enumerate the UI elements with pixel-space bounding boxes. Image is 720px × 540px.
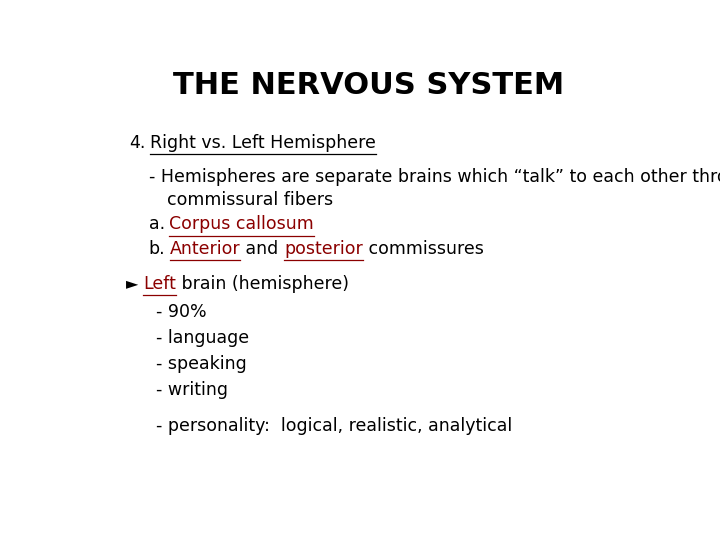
- Text: 4.: 4.: [129, 134, 145, 152]
- Text: brain (hemisphere): brain (hemisphere): [176, 274, 349, 293]
- Text: Left: Left: [143, 274, 176, 293]
- Text: - 90%: - 90%: [156, 303, 207, 321]
- Text: b.: b.: [148, 240, 165, 258]
- Text: - writing: - writing: [156, 381, 228, 400]
- Text: Corpus callosum: Corpus callosum: [169, 215, 314, 233]
- Text: - language: - language: [156, 329, 249, 347]
- Text: commissures: commissures: [363, 240, 484, 258]
- Text: posterior: posterior: [284, 240, 363, 258]
- Text: - personality:  logical, realistic, analytical: - personality: logical, realistic, analy…: [156, 417, 512, 435]
- Text: Right vs. Left Hemisphere: Right vs. Left Hemisphere: [150, 134, 376, 152]
- Text: and: and: [240, 240, 284, 258]
- Text: - Hemispheres are separate brains which “talk” to each other through: - Hemispheres are separate brains which …: [148, 168, 720, 186]
- Text: THE NERVOUS SYSTEM: THE NERVOUS SYSTEM: [174, 71, 564, 100]
- Text: Anterior: Anterior: [170, 240, 240, 258]
- Text: a.: a.: [148, 215, 165, 233]
- Text: ►: ►: [126, 276, 138, 292]
- Text: commissural fibers: commissural fibers: [156, 191, 333, 210]
- Text: - speaking: - speaking: [156, 355, 246, 373]
